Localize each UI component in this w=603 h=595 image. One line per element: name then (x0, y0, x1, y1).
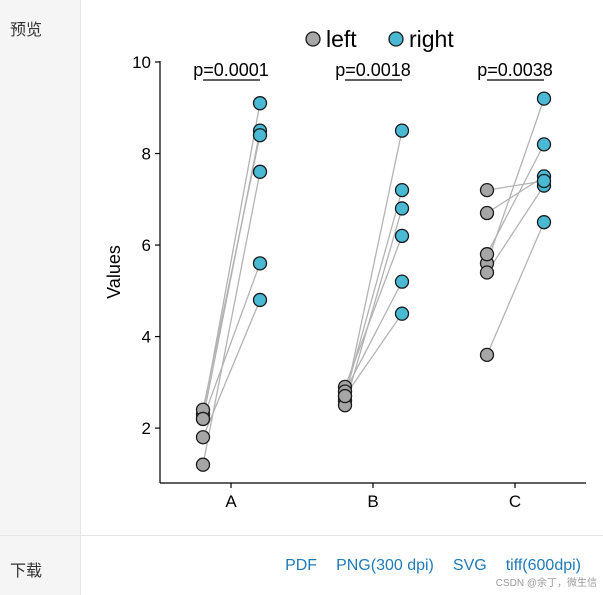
right-point (394, 201, 410, 216)
download-svg-link[interactable]: SVG (452, 557, 487, 574)
pair-line (486, 221, 545, 356)
right-point (252, 292, 268, 308)
right-point (394, 123, 410, 138)
y-tick-label: 8 (142, 145, 151, 164)
y-tick-label: 10 (132, 53, 151, 72)
legend-left-marker (305, 31, 321, 47)
legend-right-label: right (409, 26, 454, 52)
left-point (337, 388, 353, 404)
y-tick-label: 4 (142, 328, 151, 347)
right-point (536, 91, 552, 106)
p-value-annotation: p=0.0018 (335, 60, 411, 80)
right-point (252, 256, 268, 271)
right-point (394, 306, 410, 321)
pair-line (202, 171, 261, 465)
download-label: 下载 (10, 563, 43, 580)
y-tick-label: 6 (142, 236, 151, 255)
pair-line (202, 263, 261, 420)
paired-dot-chart: 2 4 6 8 10 Values A B Cp=0.0001 p=0.0018 p=0.0038 l… (104, 26, 586, 511)
pair-line (344, 313, 403, 397)
download-links: PDF PNG(300 dpi) SVG tiff(600dpi) (285, 557, 581, 575)
left-point (479, 182, 495, 198)
x-tick-label: C (509, 492, 521, 511)
right-point (394, 274, 410, 289)
pair-line (202, 135, 261, 410)
left-point (195, 430, 211, 445)
left-point (195, 411, 211, 427)
x-tick-label: B (367, 492, 378, 511)
download-pdf-link[interactable]: PDF (285, 557, 318, 574)
p-value-annotation: p=0.0038 (477, 60, 553, 80)
left-point (479, 247, 495, 262)
y-tick-label: 2 (142, 419, 151, 438)
y-axis-label: Values (104, 245, 124, 299)
right-point (252, 96, 268, 111)
right-point (536, 215, 552, 230)
legend-left-label: left (326, 26, 357, 52)
right-point (536, 173, 552, 189)
pair-line (344, 281, 403, 392)
right-point (394, 182, 410, 198)
watermark: CSDN @余丁，微生信 (495, 578, 597, 589)
right-point (394, 228, 410, 244)
right-point (252, 128, 268, 143)
p-value-annotation: p=0.0001 (193, 60, 269, 80)
pair-line (344, 235, 403, 388)
pair-line (486, 185, 545, 273)
left-point (479, 205, 495, 221)
preview-label: 预览 (10, 22, 43, 39)
left-point (195, 457, 211, 472)
sidebar-column (0, 0, 81, 595)
right-point (536, 137, 552, 152)
pair-line (486, 180, 545, 191)
x-tick-label: A (225, 492, 237, 511)
left-point (479, 347, 495, 363)
right-point (252, 164, 268, 179)
row-divider (0, 535, 603, 536)
pair-line (202, 299, 261, 438)
pair-line (344, 130, 403, 401)
download-png-link[interactable]: PNG(300 dpi) (336, 557, 434, 574)
left-point (479, 265, 495, 280)
legend-right-marker (388, 31, 404, 47)
pair-line (486, 144, 545, 255)
download-tiff-link[interactable]: tiff(600dpi) (505, 557, 581, 574)
